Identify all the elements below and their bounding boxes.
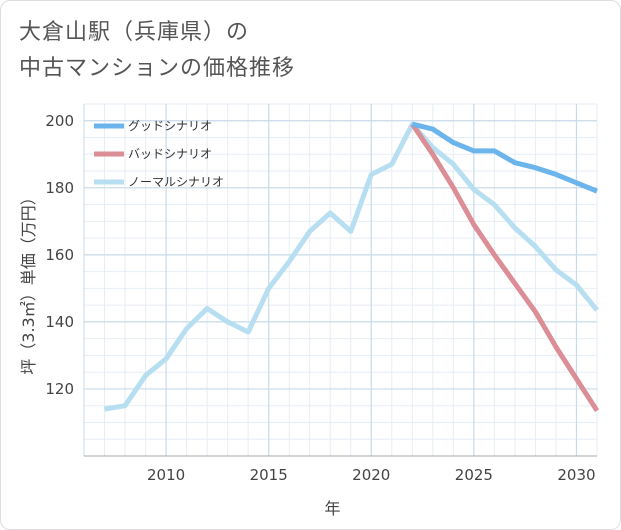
legend-label-0: グッドシナリオ: [128, 119, 212, 133]
x-tick-label: 2015: [250, 466, 288, 484]
legend-label-1: バッドシナリオ: [128, 147, 212, 161]
axes: 2010 2015 2020 2025 2030 120 140 160 180 200: [45, 104, 597, 484]
chart-title: 大倉山駅（兵庫県）の 中古マンションの価格推移: [19, 15, 295, 87]
series-line-0: [411, 121, 598, 194]
legend-label-2: ノーマルシナリオ: [128, 175, 224, 189]
chart-title-line1: 大倉山駅（兵庫県）の: [19, 20, 250, 45]
series-line-2: [104, 121, 599, 412]
y-tick-label: 140: [45, 313, 74, 331]
y-axis-label: 坪（3.3㎡）単価（万円）: [19, 189, 38, 374]
x-tick-label: 2030: [557, 466, 595, 484]
y-tick-label: 120: [45, 380, 74, 398]
series-line-1: [410, 122, 600, 413]
x-tick-label: 2010: [147, 466, 185, 484]
x-tick-label: 2020: [352, 466, 390, 484]
x-tick-label: 2025: [455, 466, 493, 484]
series-lines: [104, 121, 600, 413]
chart-title-line2: 中古マンションの価格推移: [19, 56, 296, 81]
y-tick-label: 180: [45, 179, 74, 197]
y-tick-label: 200: [45, 112, 74, 130]
y-tick-label: 160: [45, 246, 74, 264]
x-axis-label: 年: [324, 499, 340, 518]
